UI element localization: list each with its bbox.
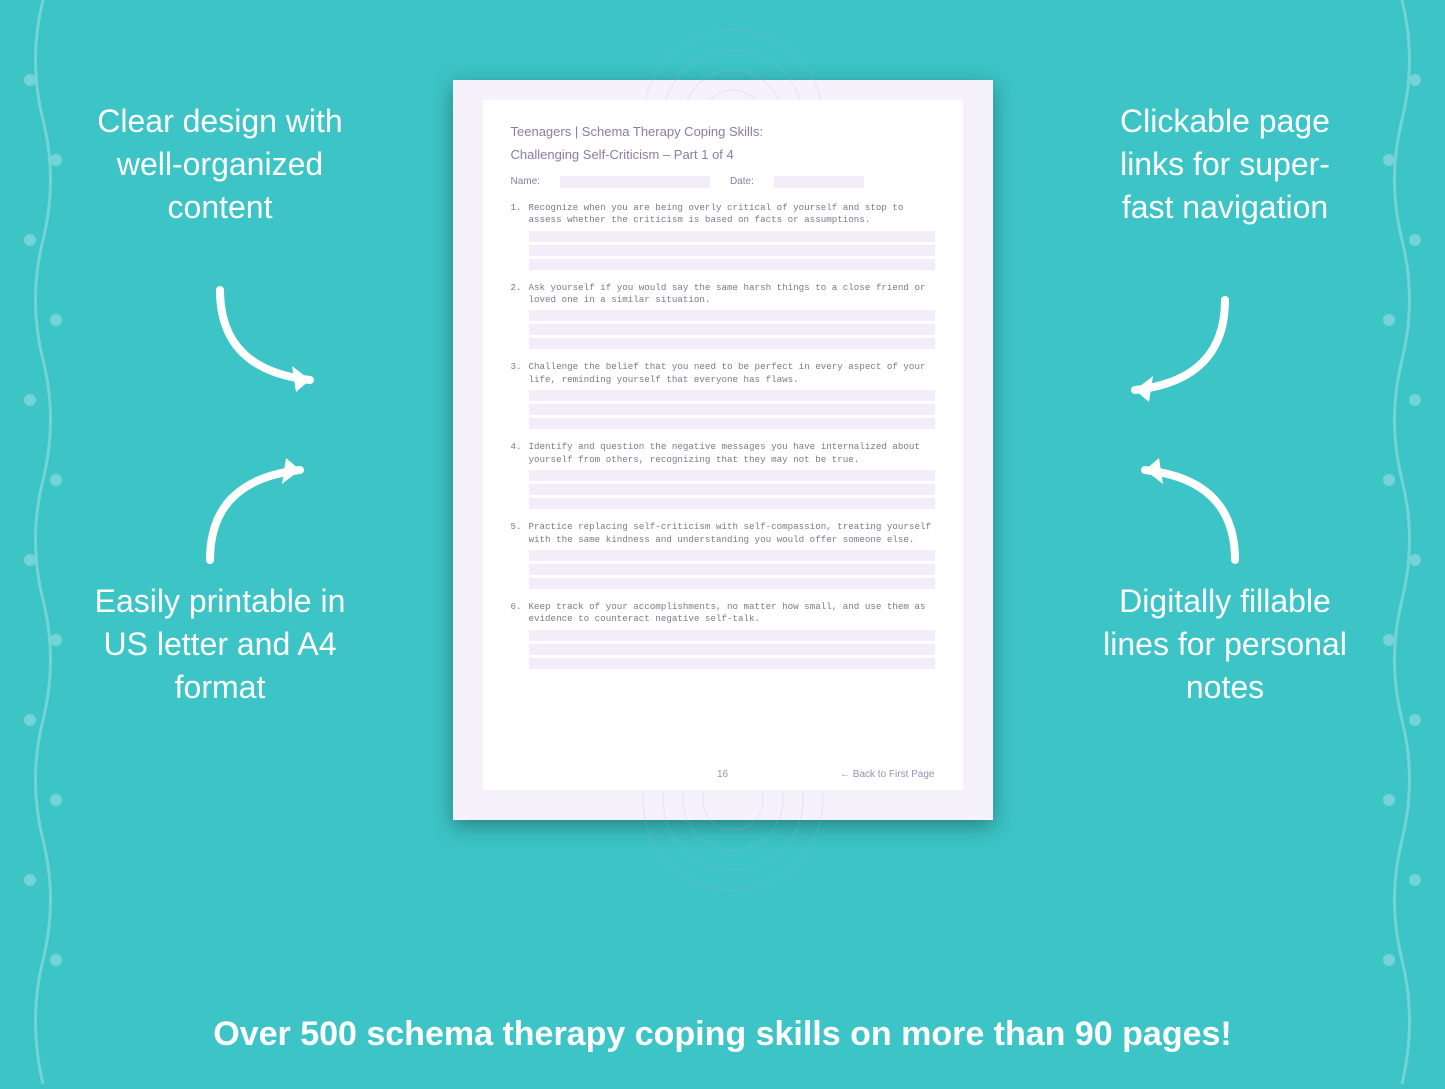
worksheet-item: 5.Practice replacing self-criticism with… xyxy=(511,521,935,589)
item-number: 2. xyxy=(511,282,523,307)
fill-line[interactable] xyxy=(529,564,935,575)
fill-line[interactable] xyxy=(529,484,935,495)
bottom-banner: Over 500 schema therapy coping skills on… xyxy=(0,1015,1445,1054)
fill-line[interactable] xyxy=(529,404,935,415)
doc-title-line1: Teenagers | Schema Therapy Coping Skills… xyxy=(511,122,935,143)
fill-line[interactable] xyxy=(529,498,935,509)
fill-line[interactable] xyxy=(529,658,935,669)
fill-line[interactable] xyxy=(529,390,935,401)
fill-line[interactable] xyxy=(529,245,935,256)
worksheet-page: Teenagers | Schema Therapy Coping Skills… xyxy=(453,80,993,820)
fill-line[interactable] xyxy=(529,324,935,335)
fill-line[interactable] xyxy=(529,310,935,321)
fill-line[interactable] xyxy=(529,644,935,655)
doc-title-line2: Challenging Self-Criticism – Part 1 of 4 xyxy=(511,147,935,162)
fill-lines xyxy=(529,310,935,349)
worksheet-item: 6.Keep track of your accomplishments, no… xyxy=(511,601,935,669)
item-number: 6. xyxy=(511,601,523,626)
item-number: 4. xyxy=(511,441,523,466)
callout-bottom-right: Digitally fillable lines for personal no… xyxy=(1095,580,1355,710)
arrow-bottom-right xyxy=(1115,450,1255,570)
callout-top-right: Clickable page links for super-fast navi… xyxy=(1095,100,1355,230)
item-number: 3. xyxy=(511,361,523,386)
fill-lines xyxy=(529,390,935,429)
arrow-top-left xyxy=(200,280,340,400)
arrow-top-right xyxy=(1105,290,1245,410)
worksheet-item: 4.Identify and question the negative mes… xyxy=(511,441,935,509)
item-prompt: Recognize when you are being overly crit… xyxy=(529,202,935,227)
fill-line[interactable] xyxy=(529,418,935,429)
page-content: Teenagers | Schema Therapy Coping Skills… xyxy=(483,100,963,790)
callout-bottom-left: Easily printable in US letter and A4 for… xyxy=(90,580,350,710)
fill-lines xyxy=(529,470,935,509)
item-prompt: Ask yourself if you would say the same h… xyxy=(529,282,935,307)
fill-line[interactable] xyxy=(529,259,935,270)
fill-line[interactable] xyxy=(529,550,935,561)
worksheet-item: 3.Challenge the belief that you need to … xyxy=(511,361,935,429)
back-to-first-link[interactable]: ← Back to First Page xyxy=(840,769,934,780)
date-label: Date: xyxy=(730,176,754,187)
worksheet-item: 1.Recognize when you are being overly cr… xyxy=(511,202,935,270)
item-prompt: Challenge the belief that you need to be… xyxy=(529,361,935,386)
worksheet-item: 2.Ask yourself if you would say the same… xyxy=(511,282,935,350)
fill-line[interactable] xyxy=(529,231,935,242)
vine-right xyxy=(1367,0,1437,1084)
item-prompt: Identify and question the negative messa… xyxy=(529,441,935,466)
date-field[interactable] xyxy=(774,176,864,188)
fill-line[interactable] xyxy=(529,578,935,589)
items-list: 1.Recognize when you are being overly cr… xyxy=(511,202,935,669)
page-footer: 16 ← Back to First Page xyxy=(511,769,935,780)
item-number: 1. xyxy=(511,202,523,227)
fill-lines xyxy=(529,231,935,270)
item-prompt: Keep track of your accomplishments, no m… xyxy=(529,601,935,626)
fill-line[interactable] xyxy=(529,630,935,641)
callout-top-left: Clear design with well-organized content xyxy=(90,100,350,230)
fill-lines xyxy=(529,630,935,669)
name-date-row: Name: Date: xyxy=(511,176,935,188)
item-number: 5. xyxy=(511,521,523,546)
fill-lines xyxy=(529,550,935,589)
fill-line[interactable] xyxy=(529,470,935,481)
vine-left xyxy=(8,0,78,1084)
name-label: Name: xyxy=(511,176,540,187)
item-prompt: Practice replacing self-criticism with s… xyxy=(529,521,935,546)
name-field[interactable] xyxy=(560,176,710,188)
fill-line[interactable] xyxy=(529,338,935,349)
arrow-bottom-left xyxy=(190,450,330,570)
